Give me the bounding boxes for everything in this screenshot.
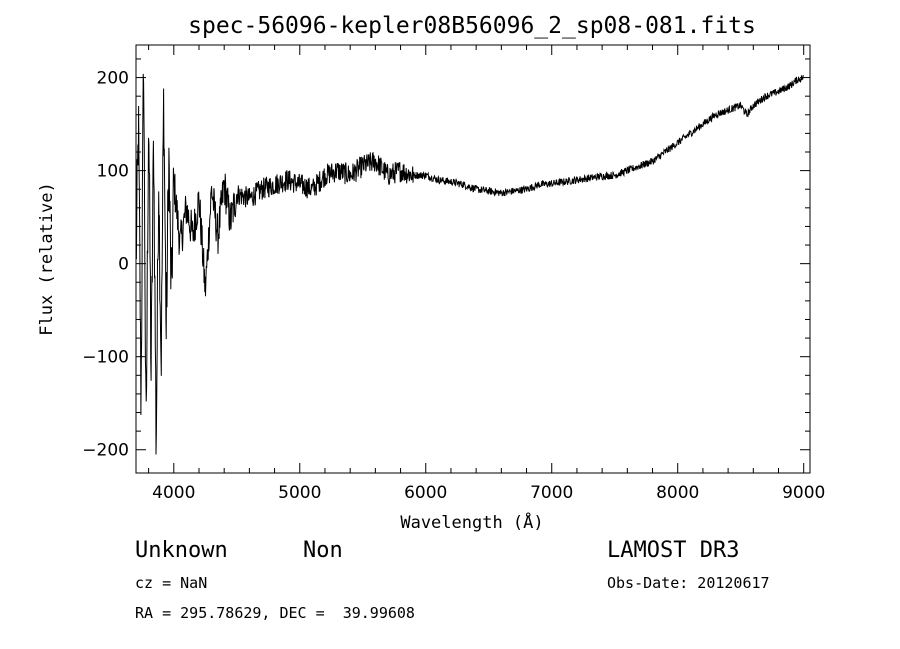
object-subclass: Non	[303, 538, 343, 563]
object-class: Unknown	[135, 538, 228, 563]
y-tick-label: 100	[97, 162, 129, 182]
y-tick-labels: −200 −100 0 100 200	[82, 69, 129, 461]
redshift-text: cz = NaN	[135, 574, 208, 592]
y-axis-label: Flux (relative)	[37, 182, 57, 336]
x-axis-label: Wavelength (Å)	[400, 511, 543, 533]
y-tick-label: −200	[82, 441, 129, 461]
y-tick-label: 0	[118, 255, 129, 275]
y-tick-label: 200	[97, 69, 129, 89]
x-tick-label: 8000	[656, 483, 699, 503]
x-tick-label: 4000	[152, 483, 195, 503]
survey-label: LAMOST DR3	[607, 538, 740, 563]
x-tick-label: 7000	[530, 483, 573, 503]
y-tick-label: −100	[82, 348, 129, 368]
spectrum-series-line	[135, 73, 804, 455]
x-tick-label: 5000	[278, 483, 321, 503]
x-tick-label: 6000	[404, 483, 447, 503]
axis-ticks	[136, 45, 810, 473]
x-tick-labels: 4000 5000 6000 7000 8000 9000	[152, 483, 825, 503]
obs-date-text: Obs-Date: 20120617	[607, 574, 770, 592]
coordinates-text: RA = 295.78629, DEC = 39.99608	[135, 604, 415, 622]
plot-frame	[135, 44, 811, 474]
chart-title: spec-56096-kepler08B56096_2_sp08-081.fit…	[188, 13, 756, 39]
x-tick-label: 9000	[782, 483, 825, 503]
